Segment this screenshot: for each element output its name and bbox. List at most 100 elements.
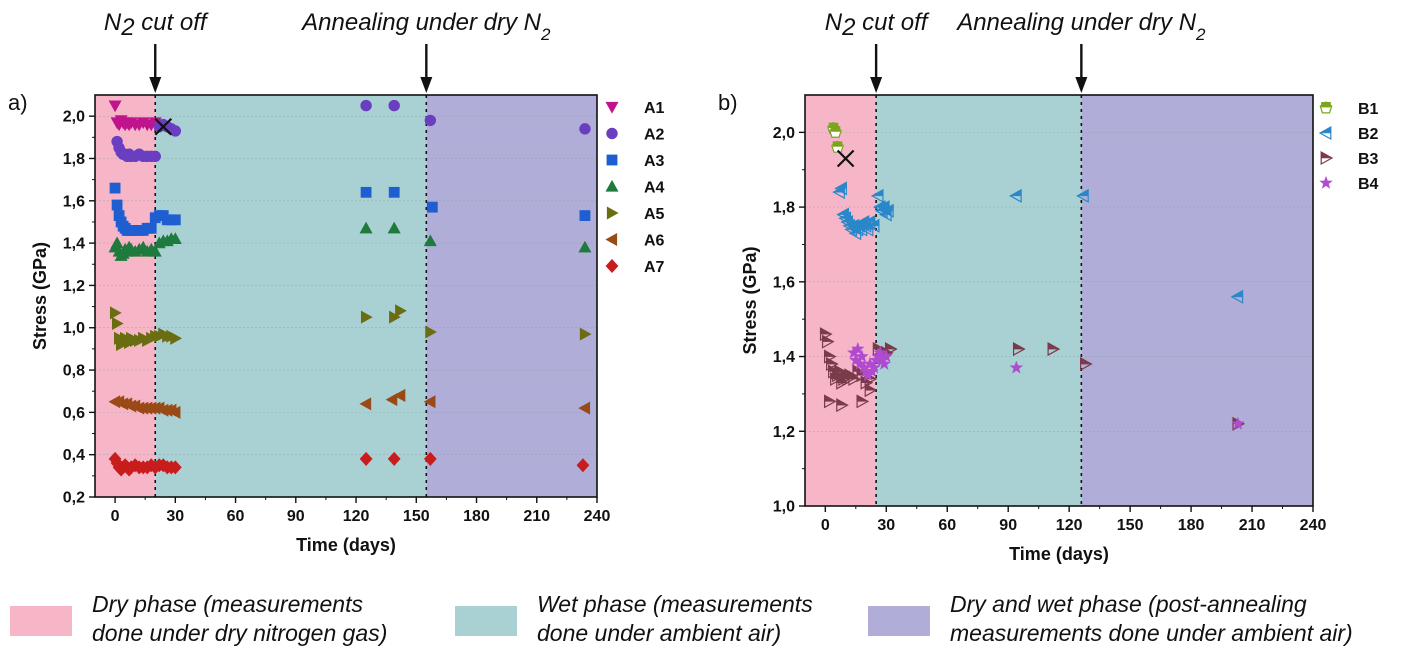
y-tick-label: 1,8 <box>63 151 85 168</box>
x-tick-label: 150 <box>1117 517 1144 534</box>
data-point <box>169 214 181 226</box>
data-point-half <box>830 126 841 132</box>
data-point <box>169 125 182 137</box>
event-label: Annealing under dry N2 <box>955 9 1206 44</box>
data-point <box>170 331 182 345</box>
phase-region-dry <box>805 95 877 506</box>
phase-legend-post: Dry and wet phase (post-annealing measur… <box>868 590 1353 648</box>
phase-legend-post-text: Dry and wet phase (post-annealing measur… <box>950 591 1353 646</box>
data-point <box>359 397 372 411</box>
data-point <box>877 356 892 370</box>
data-point <box>424 114 437 127</box>
data-point <box>148 244 162 257</box>
event-arrow-head <box>149 77 162 93</box>
data-point <box>1230 416 1245 430</box>
data-point <box>168 232 182 244</box>
data-point <box>387 451 401 466</box>
data-point <box>395 304 407 318</box>
event-label: N2 cut off <box>104 9 209 41</box>
phase-region-post <box>1081 95 1313 506</box>
data-point <box>850 341 865 355</box>
data-point <box>867 360 881 374</box>
event-arrow-head <box>870 77 883 93</box>
data-point <box>388 99 400 112</box>
series-A3 <box>109 182 591 236</box>
series-B1 <box>827 121 844 153</box>
legend-label: A1 <box>644 100 665 117</box>
x-axis-label: Time (days) <box>1009 544 1109 564</box>
data-point <box>873 345 888 359</box>
data-point <box>423 451 437 466</box>
legend-marker <box>1318 125 1332 141</box>
data-point <box>111 316 124 331</box>
data-point <box>578 401 591 415</box>
series-B4 <box>846 341 1245 430</box>
x-tick-label: 150 <box>403 508 430 525</box>
data-point <box>359 451 373 466</box>
data-point <box>855 349 869 363</box>
data-point <box>836 375 849 390</box>
data-point <box>387 221 401 234</box>
legend-label: B1 <box>1358 101 1379 118</box>
y-tick-label: 1,2 <box>773 424 795 441</box>
data-point <box>866 218 880 233</box>
legend-label: A2 <box>644 127 665 144</box>
series-A5 <box>109 304 592 352</box>
phase-swatch-wet <box>455 606 517 636</box>
data-point <box>111 199 123 211</box>
data-point <box>821 334 835 349</box>
series-A6 <box>108 388 591 419</box>
legend-label: A6 <box>644 233 665 250</box>
data-point <box>426 201 438 213</box>
y-tick-label: 0,4 <box>63 447 85 464</box>
x-tick-label: 90 <box>287 508 305 525</box>
data-point <box>360 99 372 112</box>
data-point <box>1230 289 1244 304</box>
x-tick-label: 30 <box>877 517 895 534</box>
legend-label: B4 <box>1358 176 1379 193</box>
data-point <box>1012 342 1026 357</box>
y-tick-label: 1,2 <box>63 278 85 295</box>
panel-a: 0 30 60 90 120 150 180 210 240 0,2 0,4 0,6 0,8 1,0 1,2… <box>8 9 665 555</box>
phase-region-dry <box>95 95 156 497</box>
data-point <box>359 221 373 234</box>
data-point <box>1080 356 1093 372</box>
x-tick-label: 210 <box>1239 517 1266 534</box>
x-tick-label: 60 <box>227 508 245 525</box>
panel-label: b) <box>718 90 738 115</box>
legend-marker <box>605 101 619 114</box>
event-arrow-head <box>420 77 433 93</box>
data-point <box>1047 342 1061 357</box>
data-point <box>848 371 862 386</box>
data-point <box>832 185 845 200</box>
data-point <box>168 460 182 475</box>
legend-label: B3 <box>1358 151 1379 168</box>
y-tick-label: 2,0 <box>63 109 85 126</box>
y-tick-label: 1,8 <box>773 200 795 217</box>
plot-frame <box>94 94 598 498</box>
x-tick-label: 180 <box>463 508 490 525</box>
plot-frame <box>804 94 1314 507</box>
y-tick-label: 0,2 <box>63 490 85 507</box>
data-point <box>879 207 892 222</box>
data-point <box>879 349 894 363</box>
legend-label: A4 <box>644 180 665 197</box>
legend-marker <box>606 206 619 220</box>
y-axis-label: Stress (GPa) <box>30 242 50 350</box>
y-tick-label: 1,6 <box>773 274 795 291</box>
panel-b: 0 30 60 90 120 150 180 210 240 1,0 1,2 1,4 1,6 1,8 2,0… <box>718 9 1379 564</box>
data-point <box>860 222 874 237</box>
data-point <box>110 236 124 249</box>
legend-marker <box>605 232 618 247</box>
y-tick-label: 1,0 <box>63 320 85 337</box>
data-point-half <box>828 122 839 129</box>
y-tick-label: 2,0 <box>773 125 795 142</box>
data-point <box>423 234 437 247</box>
data-point <box>864 383 878 398</box>
y-axis-label: Stress (GPa) <box>740 246 760 354</box>
phase-region-wet <box>155 95 427 497</box>
data-point <box>389 310 401 324</box>
data-point-half <box>832 141 843 147</box>
x-tick-label: 240 <box>1300 517 1327 534</box>
data-point <box>856 394 870 409</box>
